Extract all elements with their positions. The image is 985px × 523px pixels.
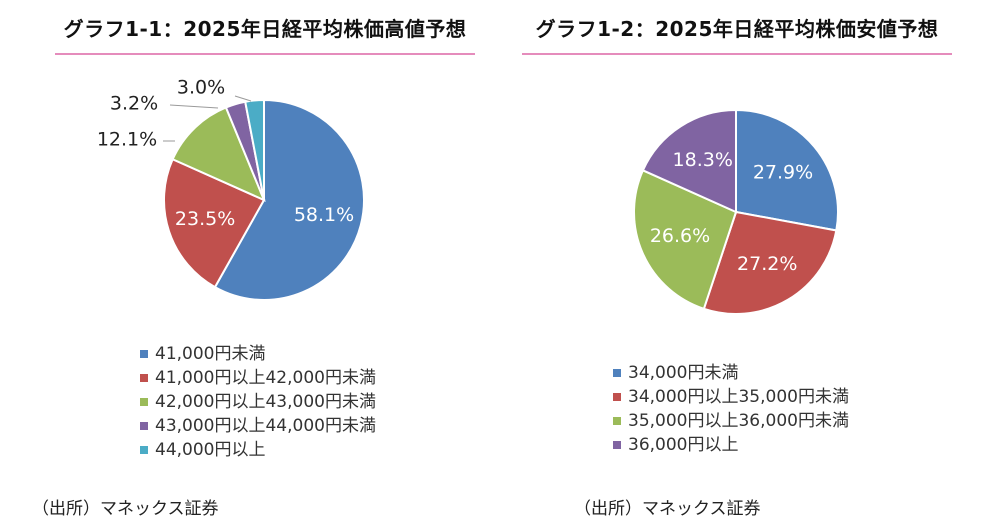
pie-slice: [163, 157, 266, 289]
high-forecast-pie-chart: 58.1% 23.5% 12.1% 3.2% 3.0%: [97, 77, 365, 301]
chart-legend: 41,000円未満 41,000円以上42,000円未満 42,000円以上43,0…: [140, 342, 376, 462]
legend-label: 36,000円以上: [628, 435, 739, 455]
slice-percent-label: 27.9%: [753, 161, 813, 183]
slice-percent-label: 18.3%: [673, 149, 733, 171]
title-underline: [55, 53, 475, 55]
leader-line: [169, 104, 219, 109]
legend-item: 34,000円以上35,000円未満: [613, 385, 849, 409]
slice-percent-label: 58.1%: [294, 204, 354, 226]
source-note: （出所）マネックス証券: [32, 499, 219, 519]
low-forecast-panel: グラフ1-2：2025年日経平均株価安値予想 27.9% 27.2% 26.6% 18…: [492, 0, 985, 523]
pie-slice: [702, 210, 838, 315]
legend-label: 34,000円以上35,000円未満: [628, 387, 849, 407]
legend-label: 44,000円以上: [155, 440, 266, 460]
pie-slice: [735, 108, 839, 232]
legend-item: 42,000円以上43,000円未満: [140, 390, 376, 414]
chart-legend: 34,000円未満 34,000円以上35,000円未満 35,000円以上36,0…: [613, 361, 849, 457]
slice-percent-label: 26.6%: [650, 225, 710, 247]
high-forecast-panel: グラフ1-1：2025年日経平均株価高値予想 58.1% 23.5% 12.1% 3.…: [0, 0, 492, 523]
pie-slice: [633, 168, 738, 311]
slice-percent-label: 3.2%: [110, 93, 158, 115]
legend-item: 41,000円未満: [140, 342, 376, 366]
legend-label: 43,000円以上44,000円未満: [155, 416, 376, 436]
legend-swatch: [613, 369, 621, 377]
legend-swatch: [140, 374, 148, 382]
slice-percent-label: 23.5%: [175, 208, 235, 230]
legend-item: 43,000円以上44,000円未満: [140, 414, 376, 438]
legend-item: 35,000円以上36,000円未満: [613, 409, 849, 433]
legend-swatch: [140, 446, 148, 454]
legend-item: 44,000円以上: [140, 438, 376, 462]
slice-percent-label: 3.0%: [177, 77, 225, 99]
legend-item: 36,000円以上: [613, 433, 849, 457]
legend-label: 35,000円以上36,000円未満: [628, 411, 849, 431]
chart-title: グラフ1-1：2025年日経平均株価高値予想: [63, 17, 467, 41]
legend-swatch: [140, 422, 148, 430]
slice-percent-label: 12.1%: [97, 129, 157, 151]
slice-percent-label: 27.2%: [737, 253, 797, 275]
low-forecast-pie-chart: 27.9% 27.2% 26.6% 18.3%: [633, 108, 839, 315]
legend-label: 34,000円未満: [628, 363, 739, 383]
legend-swatch: [140, 398, 148, 406]
source-note: （出所）マネックス証券: [574, 499, 761, 519]
legend-label: 41,000円未満: [155, 344, 266, 364]
pie-slice: [171, 106, 266, 202]
legend-swatch: [613, 441, 621, 449]
chart-title: グラフ1-2：2025年日経平均株価安値予想: [535, 17, 939, 41]
legend-label: 41,000円以上42,000円未満: [155, 368, 376, 388]
legend-label: 42,000円以上43,000円未満: [155, 392, 376, 412]
legend-item: 34,000円未満: [613, 361, 849, 385]
legend-swatch: [613, 417, 621, 425]
leader-line: [234, 95, 252, 102]
pie-slice: [244, 98, 265, 201]
legend-swatch: [613, 393, 621, 401]
legend-swatch: [140, 350, 148, 358]
title-underline: [522, 53, 952, 55]
legend-item: 41,000円以上42,000円未満: [140, 366, 376, 390]
pie-slice: [213, 98, 365, 301]
pie-slice: [641, 108, 737, 214]
